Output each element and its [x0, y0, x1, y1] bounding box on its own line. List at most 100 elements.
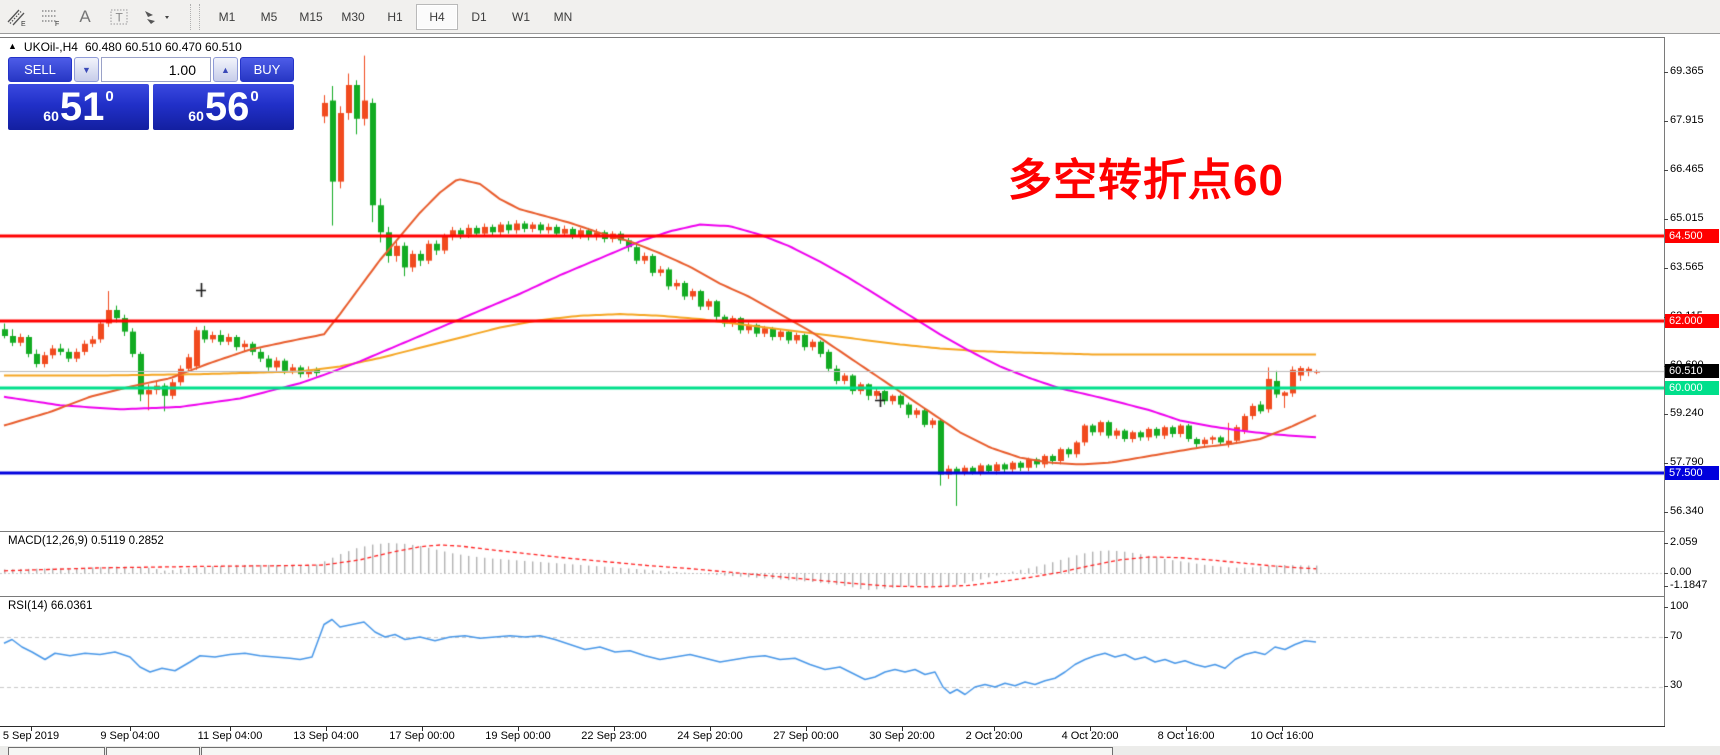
- time-label: 24 Sep 20:00: [677, 730, 743, 742]
- timeframe-m5[interactable]: M5: [260, 9, 278, 24]
- time-tick: [31, 727, 32, 731]
- volume-input[interactable]: 1.00: [101, 57, 211, 82]
- svg-text:F: F: [55, 21, 59, 27]
- toolbar: E F A T M1 M5 M15 M30 H1 H4 D1 W1: [0, 0, 1720, 34]
- pane-divider-macd[interactable]: [0, 531, 1664, 532]
- axis-label: 57.790: [1670, 456, 1704, 468]
- axis-tick: [1664, 512, 1668, 513]
- one-click-trading-panel: SELL ▼ 1.00 ▲ BUY 60 51 0 60 56 0: [8, 57, 294, 130]
- axis-tick: [1664, 543, 1668, 544]
- ohlc-values: 60.480 60.510 60.470 60.510: [84, 40, 242, 54]
- fibonacci-icon[interactable]: F: [36, 4, 66, 30]
- time-label: 11 Sep 04:00: [197, 730, 263, 742]
- time-tick: [806, 727, 807, 731]
- time-label: 22 Sep 23:00: [581, 730, 647, 742]
- time-tick: [710, 727, 711, 731]
- svg-text:E: E: [21, 21, 26, 27]
- macd-label: MACD(12,26,9) 0.5119 0.2852: [8, 535, 164, 547]
- axis-tick: [1664, 121, 1668, 122]
- time-label: 9 Sep 04:00: [100, 730, 160, 742]
- timeframe-h1[interactable]: H1: [387, 9, 403, 24]
- time-tick: [994, 727, 995, 731]
- axis-label: 100: [1670, 600, 1689, 612]
- time-label: 27 Sep 00:00: [773, 730, 839, 742]
- rsi-pane-canvas[interactable]: [0, 597, 1664, 726]
- timeframe-w1[interactable]: W1: [512, 9, 530, 24]
- time-tick: [130, 727, 131, 731]
- axis-label: -1.1847: [1670, 579, 1708, 591]
- timeframe-m30[interactable]: M30: [341, 9, 365, 24]
- text-label-icon[interactable]: T: [104, 4, 134, 30]
- axis-label: 30: [1670, 679, 1683, 691]
- axis-label: 56.340: [1670, 505, 1704, 517]
- time-tick: [902, 727, 903, 731]
- price-level-badge: 57.500: [1665, 466, 1719, 480]
- time-tick: [518, 727, 519, 731]
- axis-label: 66.465: [1670, 163, 1704, 175]
- axis-label: 70: [1670, 630, 1683, 642]
- time-tick: [422, 727, 423, 731]
- chart-tabs-bar[interactable]: [0, 746, 1720, 755]
- axis-label: 67.915: [1670, 114, 1704, 126]
- ask-price-pips: 56: [204, 85, 250, 129]
- bid-price-pips: 51: [59, 85, 105, 129]
- time-label: 4 Oct 20:00: [1061, 730, 1119, 742]
- price-level-badge: 64.500: [1665, 229, 1719, 243]
- axis-tick: [1664, 607, 1668, 608]
- time-axis: [0, 726, 1665, 727]
- sell-button[interactable]: SELL: [8, 57, 72, 82]
- price-level-badge: 62.000: [1665, 314, 1719, 328]
- timeframe-m1[interactable]: M1: [218, 9, 236, 24]
- time-tick: [1090, 727, 1091, 731]
- axis-tick: [1664, 170, 1668, 171]
- collapse-triangle-icon[interactable]: ▲: [8, 41, 17, 51]
- axis-label: 69.365: [1670, 65, 1704, 77]
- timeframe-h4[interactable]: H4: [416, 3, 458, 30]
- timeframe-m15[interactable]: M15: [299, 9, 323, 24]
- buy-button[interactable]: BUY: [240, 57, 294, 82]
- svg-text:T: T: [116, 10, 124, 24]
- time-label: 19 Sep 00:00: [485, 730, 551, 742]
- volume-decrease-button[interactable]: ▼: [74, 57, 99, 82]
- symbol-period: UKOil-,H4: [23, 40, 78, 54]
- macd-pane-canvas[interactable]: [0, 532, 1664, 595]
- toolbar-separator: [190, 3, 200, 30]
- time-tick: [326, 727, 327, 731]
- bid-price-whole: 60: [43, 108, 59, 124]
- axis-label: 2.059: [1670, 536, 1698, 548]
- ask-price-whole: 60: [188, 108, 204, 124]
- axis-tick: [1664, 463, 1668, 464]
- time-label: 17 Sep 00:00: [389, 730, 455, 742]
- axis-tick: [1664, 573, 1668, 574]
- shapes-menu-icon[interactable]: [138, 4, 178, 30]
- equidistant-channel-icon[interactable]: E: [2, 4, 32, 30]
- ask-price-display[interactable]: 60 56 0: [153, 84, 294, 130]
- text-tool-icon[interactable]: A: [79, 6, 91, 26]
- time-label: 8 Oct 16:00: [1157, 730, 1215, 742]
- bid-price-display[interactable]: 60 51 0: [8, 84, 149, 130]
- axis-tick: [1664, 414, 1668, 415]
- time-label: 5 Sep 2019: [2, 730, 60, 742]
- axis-label: 0.00: [1670, 566, 1692, 578]
- time-tick: [1186, 727, 1187, 731]
- bid-price-fraction: 0: [105, 88, 114, 105]
- price-level-badge: 60.510: [1665, 364, 1719, 378]
- time-tick: [614, 727, 615, 731]
- axis-tick: [1664, 219, 1668, 220]
- volume-increase-button[interactable]: ▲: [213, 57, 238, 82]
- time-label: 30 Sep 20:00: [869, 730, 935, 742]
- timeframe-d1[interactable]: D1: [471, 9, 487, 24]
- axis-tick: [1664, 686, 1668, 687]
- time-tick: [230, 727, 231, 731]
- axis-label: 59.240: [1670, 407, 1704, 419]
- timeframe-mn[interactable]: MN: [553, 9, 573, 24]
- pane-divider-rsi[interactable]: [0, 596, 1664, 597]
- ask-price-fraction: 0: [250, 88, 259, 105]
- price-level-badge: 60.000: [1665, 381, 1719, 395]
- time-label: 10 Oct 16:00: [1250, 730, 1314, 742]
- axis-tick: [1664, 268, 1668, 269]
- axis-label: 63.565: [1670, 261, 1704, 273]
- axis-tick: [1664, 586, 1668, 587]
- axis-tick: [1664, 637, 1668, 638]
